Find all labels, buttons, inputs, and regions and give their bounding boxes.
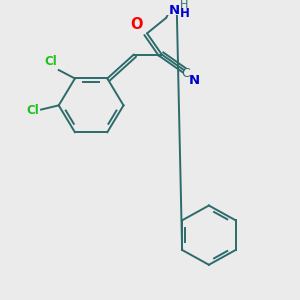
Text: Cl: Cl (44, 55, 57, 68)
Text: C: C (182, 67, 190, 80)
Text: Cl: Cl (26, 104, 39, 117)
Text: N: N (169, 4, 180, 17)
Text: H: H (180, 0, 188, 10)
Text: N: N (189, 74, 200, 87)
Text: O: O (130, 17, 143, 32)
Text: H: H (180, 7, 190, 20)
